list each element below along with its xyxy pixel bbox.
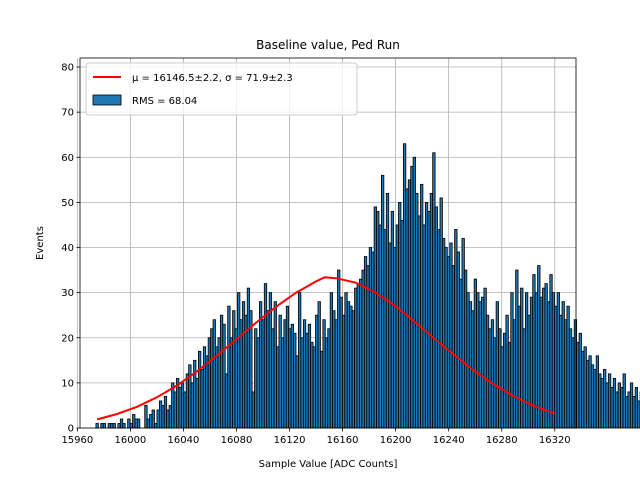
plot-frame xyxy=(79,57,577,429)
legend-histogram-label: RMS = 68.04 xyxy=(132,96,197,107)
histogram-bar xyxy=(122,423,126,429)
histogram-bar xyxy=(136,418,141,429)
y-tick-label: 60 xyxy=(61,153,74,164)
y-tick-label: 80 xyxy=(61,63,74,74)
histogram-bar xyxy=(102,423,107,429)
chart-title: Baseline value, Ped Run xyxy=(256,38,400,52)
y-tick-label: 10 xyxy=(61,378,74,389)
y-tick-label: 50 xyxy=(61,198,74,209)
y-tick-label: 70 xyxy=(61,108,74,119)
y-tick-label: 20 xyxy=(61,333,74,344)
x-tick-label: 16240 xyxy=(433,435,465,446)
x-tick-label: 16040 xyxy=(168,435,200,446)
y-tick-label: 40 xyxy=(61,243,74,254)
y-axis-label: Events xyxy=(35,226,46,260)
histogram-bar xyxy=(637,400,640,429)
x-tick-label: 16120 xyxy=(274,435,306,446)
x-tick-label: 15960 xyxy=(61,435,93,446)
y-tick-label: 0 xyxy=(68,424,74,435)
x-axis-label: Sample Value [ADC Counts] xyxy=(259,459,398,470)
x-tick-label: 16280 xyxy=(486,435,518,446)
legend: μ = 16146.5±2.2, σ = 71.9±2.3 RMS = 68.0… xyxy=(85,62,358,116)
x-tick-label: 16320 xyxy=(539,435,571,446)
y-tick-label: 30 xyxy=(61,288,74,299)
x-tick-label: 16080 xyxy=(221,435,253,446)
x-tick-label: 16200 xyxy=(380,435,412,446)
histogram-bar xyxy=(112,423,116,429)
y-axis-ticks: 0 10 20 30 40 50 60 70 80 xyxy=(61,63,80,435)
x-tick-label: 16000 xyxy=(114,435,146,446)
gaussian-fit-line xyxy=(96,276,556,421)
x-tick-label: 16160 xyxy=(327,435,359,446)
legend-fit-label: μ = 16146.5±2.2, σ = 71.9±2.3 xyxy=(132,73,293,84)
histogram-bar xyxy=(95,423,99,429)
x-axis-ticks: 15960 16000 16040 16080 16120 16160 16200 16240… xyxy=(61,428,571,446)
legend-box xyxy=(85,62,358,116)
legend-histogram-swatch xyxy=(92,94,122,106)
